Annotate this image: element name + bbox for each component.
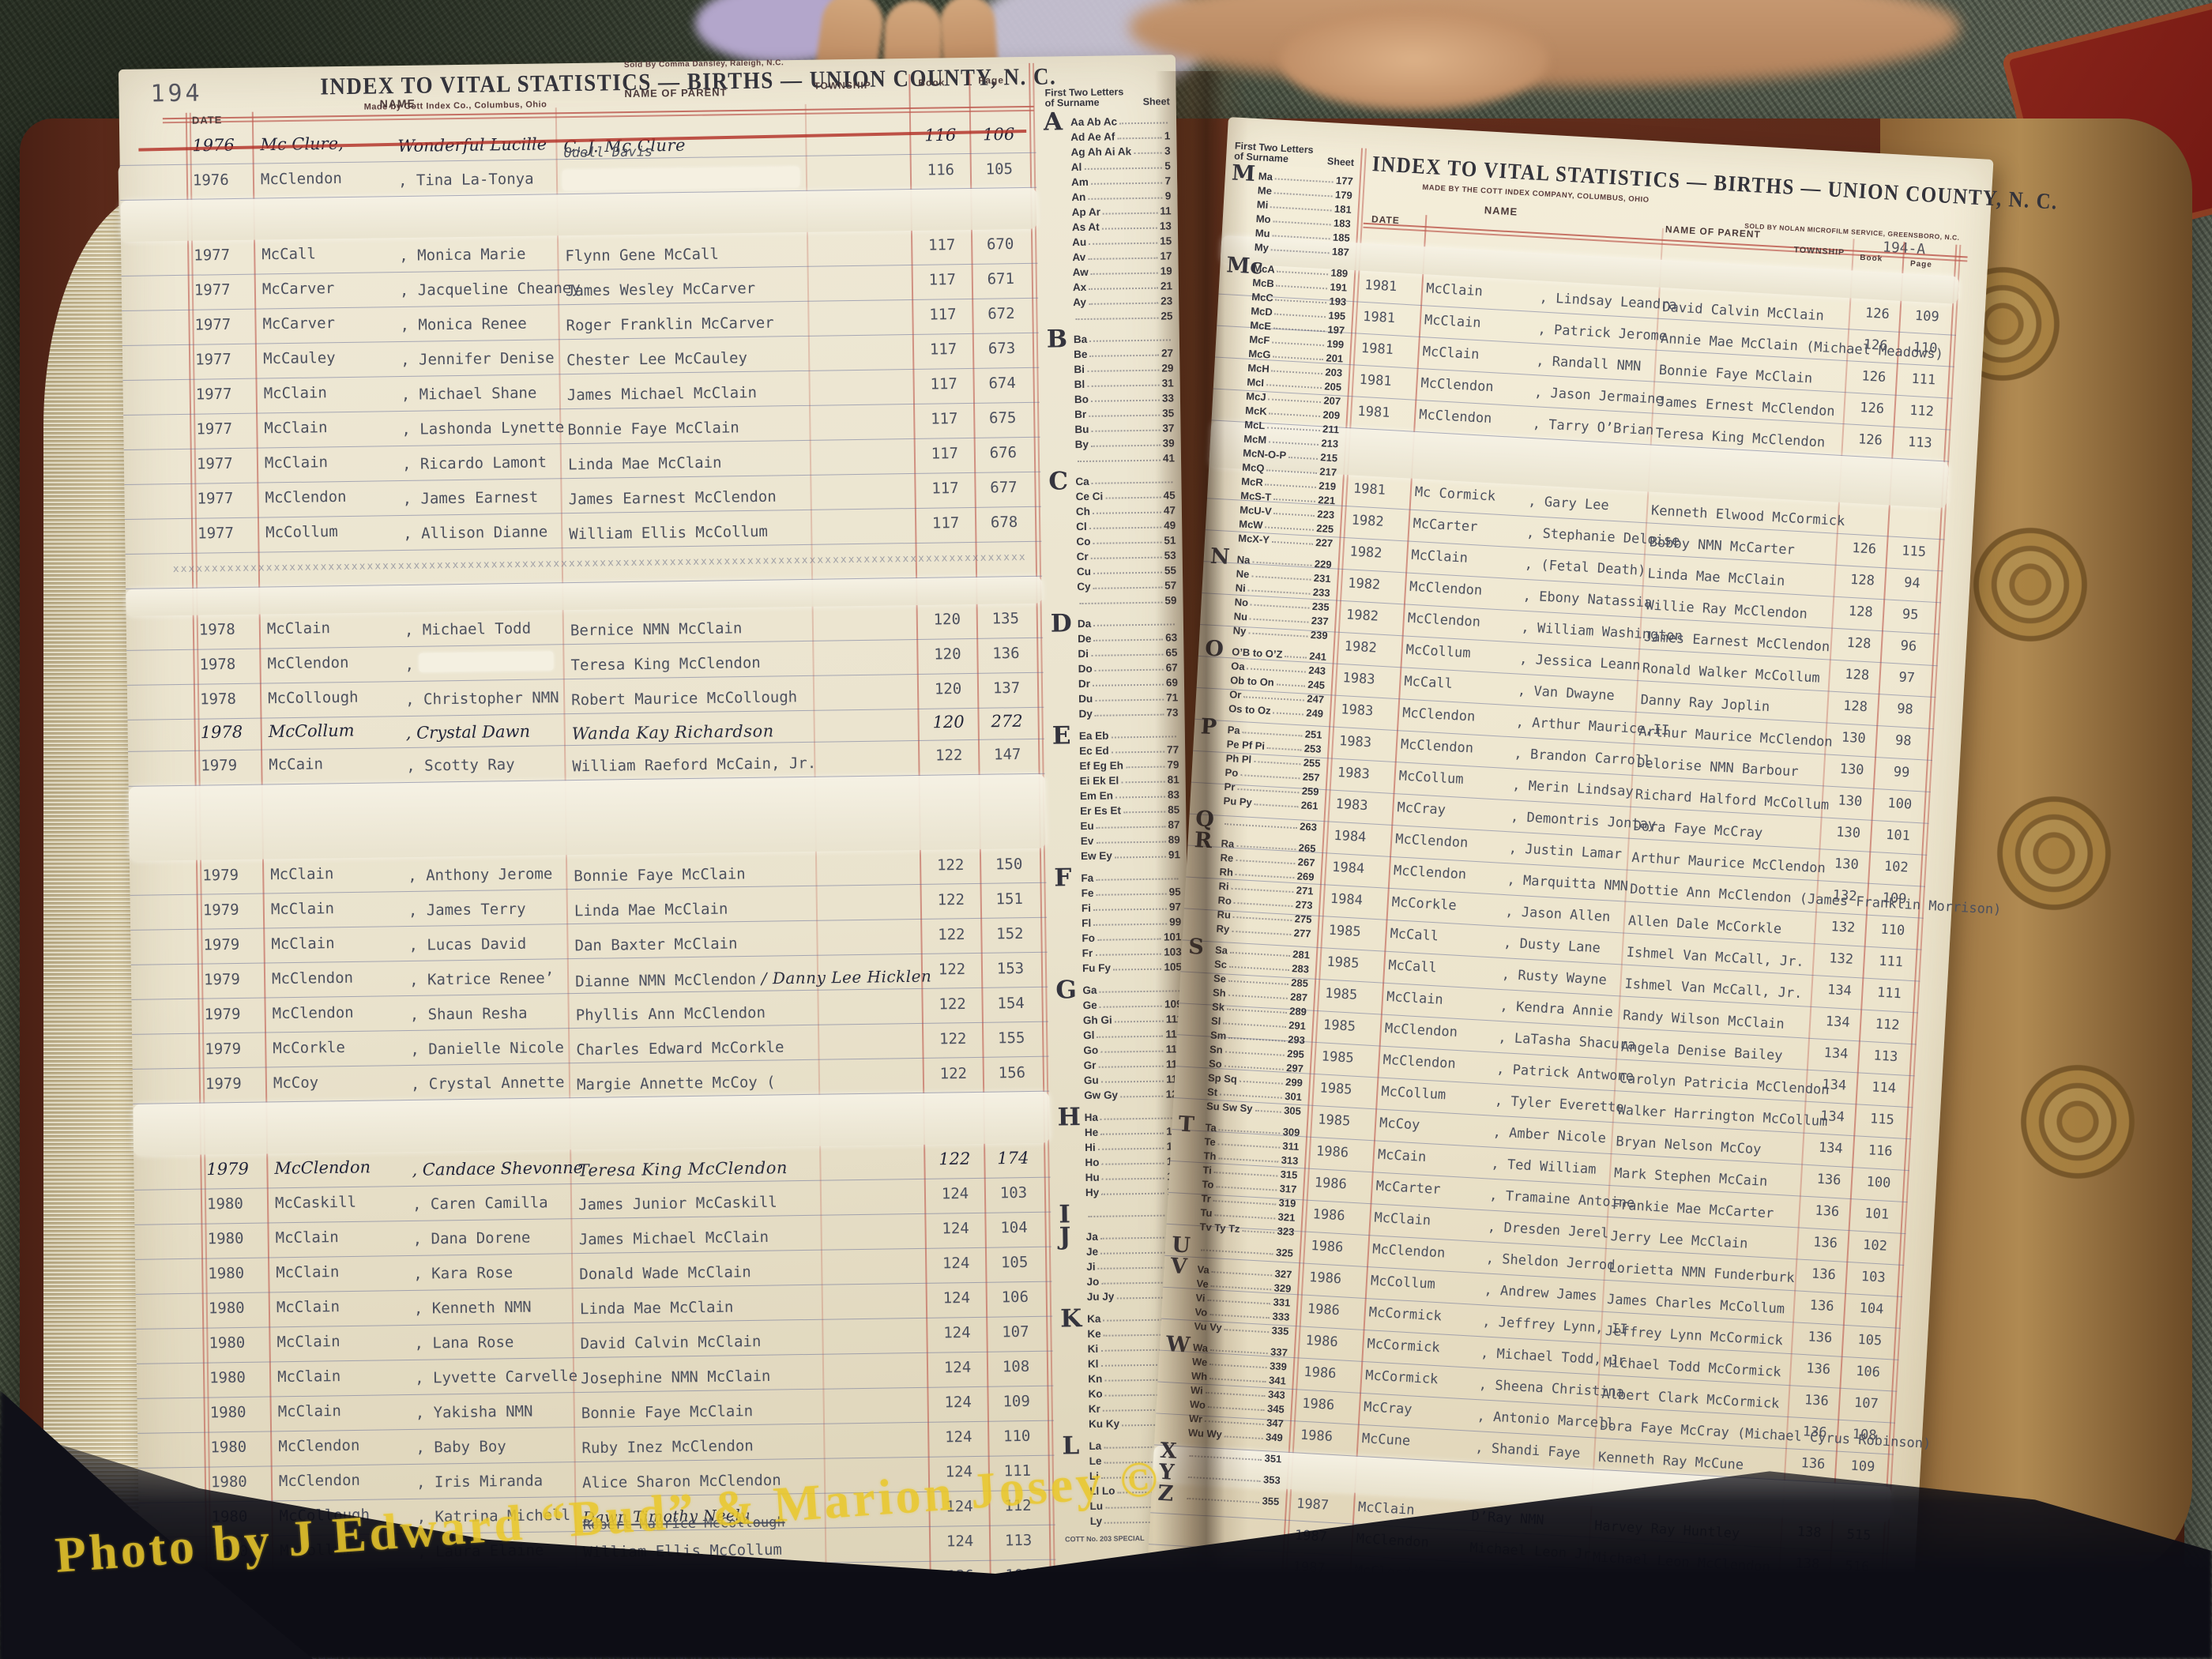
- cover-medallion: [2014, 1059, 2141, 1185]
- book-gutter-shadow: [1155, 71, 1248, 1596]
- column-header-page: Page: [978, 74, 1005, 86]
- column-header-township: TOWNSHIP: [814, 79, 871, 92]
- right-page: INDEX TO VITAL STATISTICS — BIRTHS — UNI…: [1145, 117, 2059, 1650]
- index-heading: First Two Letters of Surname Sheet: [1044, 86, 1169, 108]
- sold-line: SOLD BY NOLAN MICROFILM SERVICE, GREENSB…: [1744, 221, 1960, 242]
- column-header-township: TOWNSHIP: [1793, 245, 1845, 258]
- whiteout-band: [128, 773, 1046, 862]
- left-page: 194 INDEX TO VITAL STATISTICS — BIRTHS —…: [118, 55, 1198, 1659]
- left-page-rows: 1976 Mc Clure, Wonderful Lucille C. J. Mc C…: [119, 118, 1058, 1659]
- forearm: [1130, 0, 1959, 87]
- column-header-name: NAME: [1484, 204, 1518, 218]
- column-header-date: DATE: [1371, 213, 1401, 227]
- index-sheet-label: Sheet: [1326, 156, 1355, 168]
- column-header-name: NAME: [379, 96, 416, 111]
- cover-medallion: [1967, 521, 2094, 648]
- column-header-page: Page: [1909, 259, 1933, 270]
- column-header-book: Book: [1859, 253, 1883, 264]
- hand: [1280, 8, 1548, 111]
- column-header-date: DATE: [191, 114, 223, 126]
- column-header-parent: NAME OF PARENT: [624, 86, 728, 100]
- cover-medallion: [1991, 790, 2117, 916]
- column-header-book: Book: [918, 77, 946, 88]
- page-title: INDEX TO VITAL STATISTICS — BIRTHS — UNI…: [1371, 152, 2059, 215]
- page-number: 194: [150, 79, 203, 108]
